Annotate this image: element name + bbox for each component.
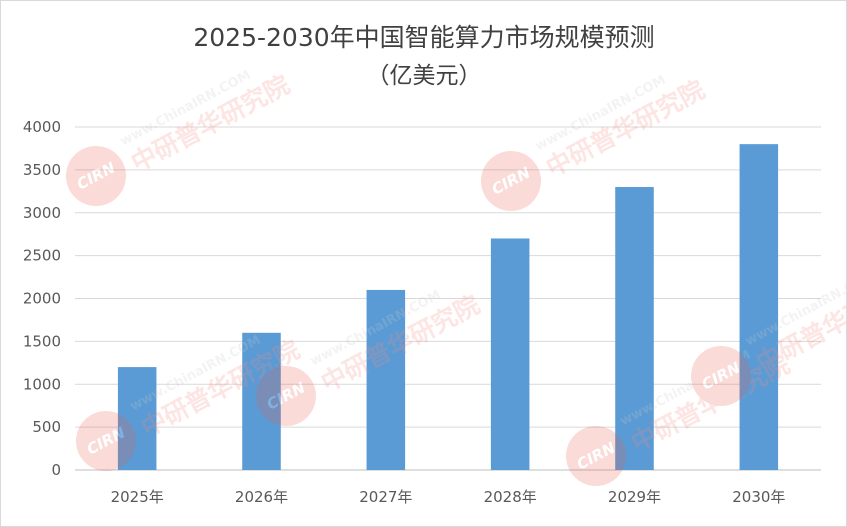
watermark-logo-icon bbox=[566, 426, 626, 486]
gridlines bbox=[75, 126, 821, 471]
x-tick-label: 2027年 bbox=[359, 488, 412, 506]
bar bbox=[117, 367, 157, 470]
bar bbox=[615, 187, 654, 470]
watermark-logo-icon bbox=[76, 411, 136, 471]
bar bbox=[739, 144, 779, 470]
bar bbox=[366, 289, 406, 470]
bars bbox=[117, 144, 779, 470]
x-tick-label: 2025年 bbox=[111, 488, 164, 506]
chart-title: 2025-2030年中国智能算力市场规模预测 bbox=[193, 23, 654, 52]
x-tick-label: 2026年 bbox=[235, 488, 288, 506]
watermark-logo-icon bbox=[691, 346, 751, 406]
y-axis-ticks: 0 500 1000 1500 2000 2500 3000 3500 4000 bbox=[23, 118, 61, 479]
x-axis-ticks: 2025年 2026年 2027年 2028年 2029年 2030年 bbox=[111, 488, 786, 506]
bar bbox=[242, 332, 281, 470]
y-tick-label: 0 bbox=[51, 461, 61, 479]
bar bbox=[490, 238, 530, 470]
y-tick-label: 2000 bbox=[23, 290, 61, 308]
x-tick-label: 2030年 bbox=[732, 488, 785, 506]
watermark-logo-icon bbox=[66, 146, 126, 206]
y-tick-label: 3500 bbox=[23, 161, 61, 179]
watermark-logo-icon bbox=[481, 151, 541, 211]
watermark-logo-icon bbox=[256, 366, 316, 426]
y-tick-label: 4000 bbox=[23, 118, 61, 136]
x-tick-label: 2029年 bbox=[608, 488, 661, 506]
y-tick-label: 3000 bbox=[23, 204, 61, 222]
y-tick-label: 1500 bbox=[23, 332, 61, 350]
x-tick-label: 2028年 bbox=[484, 488, 537, 506]
y-tick-label: 2500 bbox=[23, 247, 61, 265]
chart-subtitle: （亿美元） bbox=[367, 63, 482, 89]
y-tick-label: 500 bbox=[32, 418, 61, 436]
y-tick-label: 1000 bbox=[23, 375, 61, 393]
